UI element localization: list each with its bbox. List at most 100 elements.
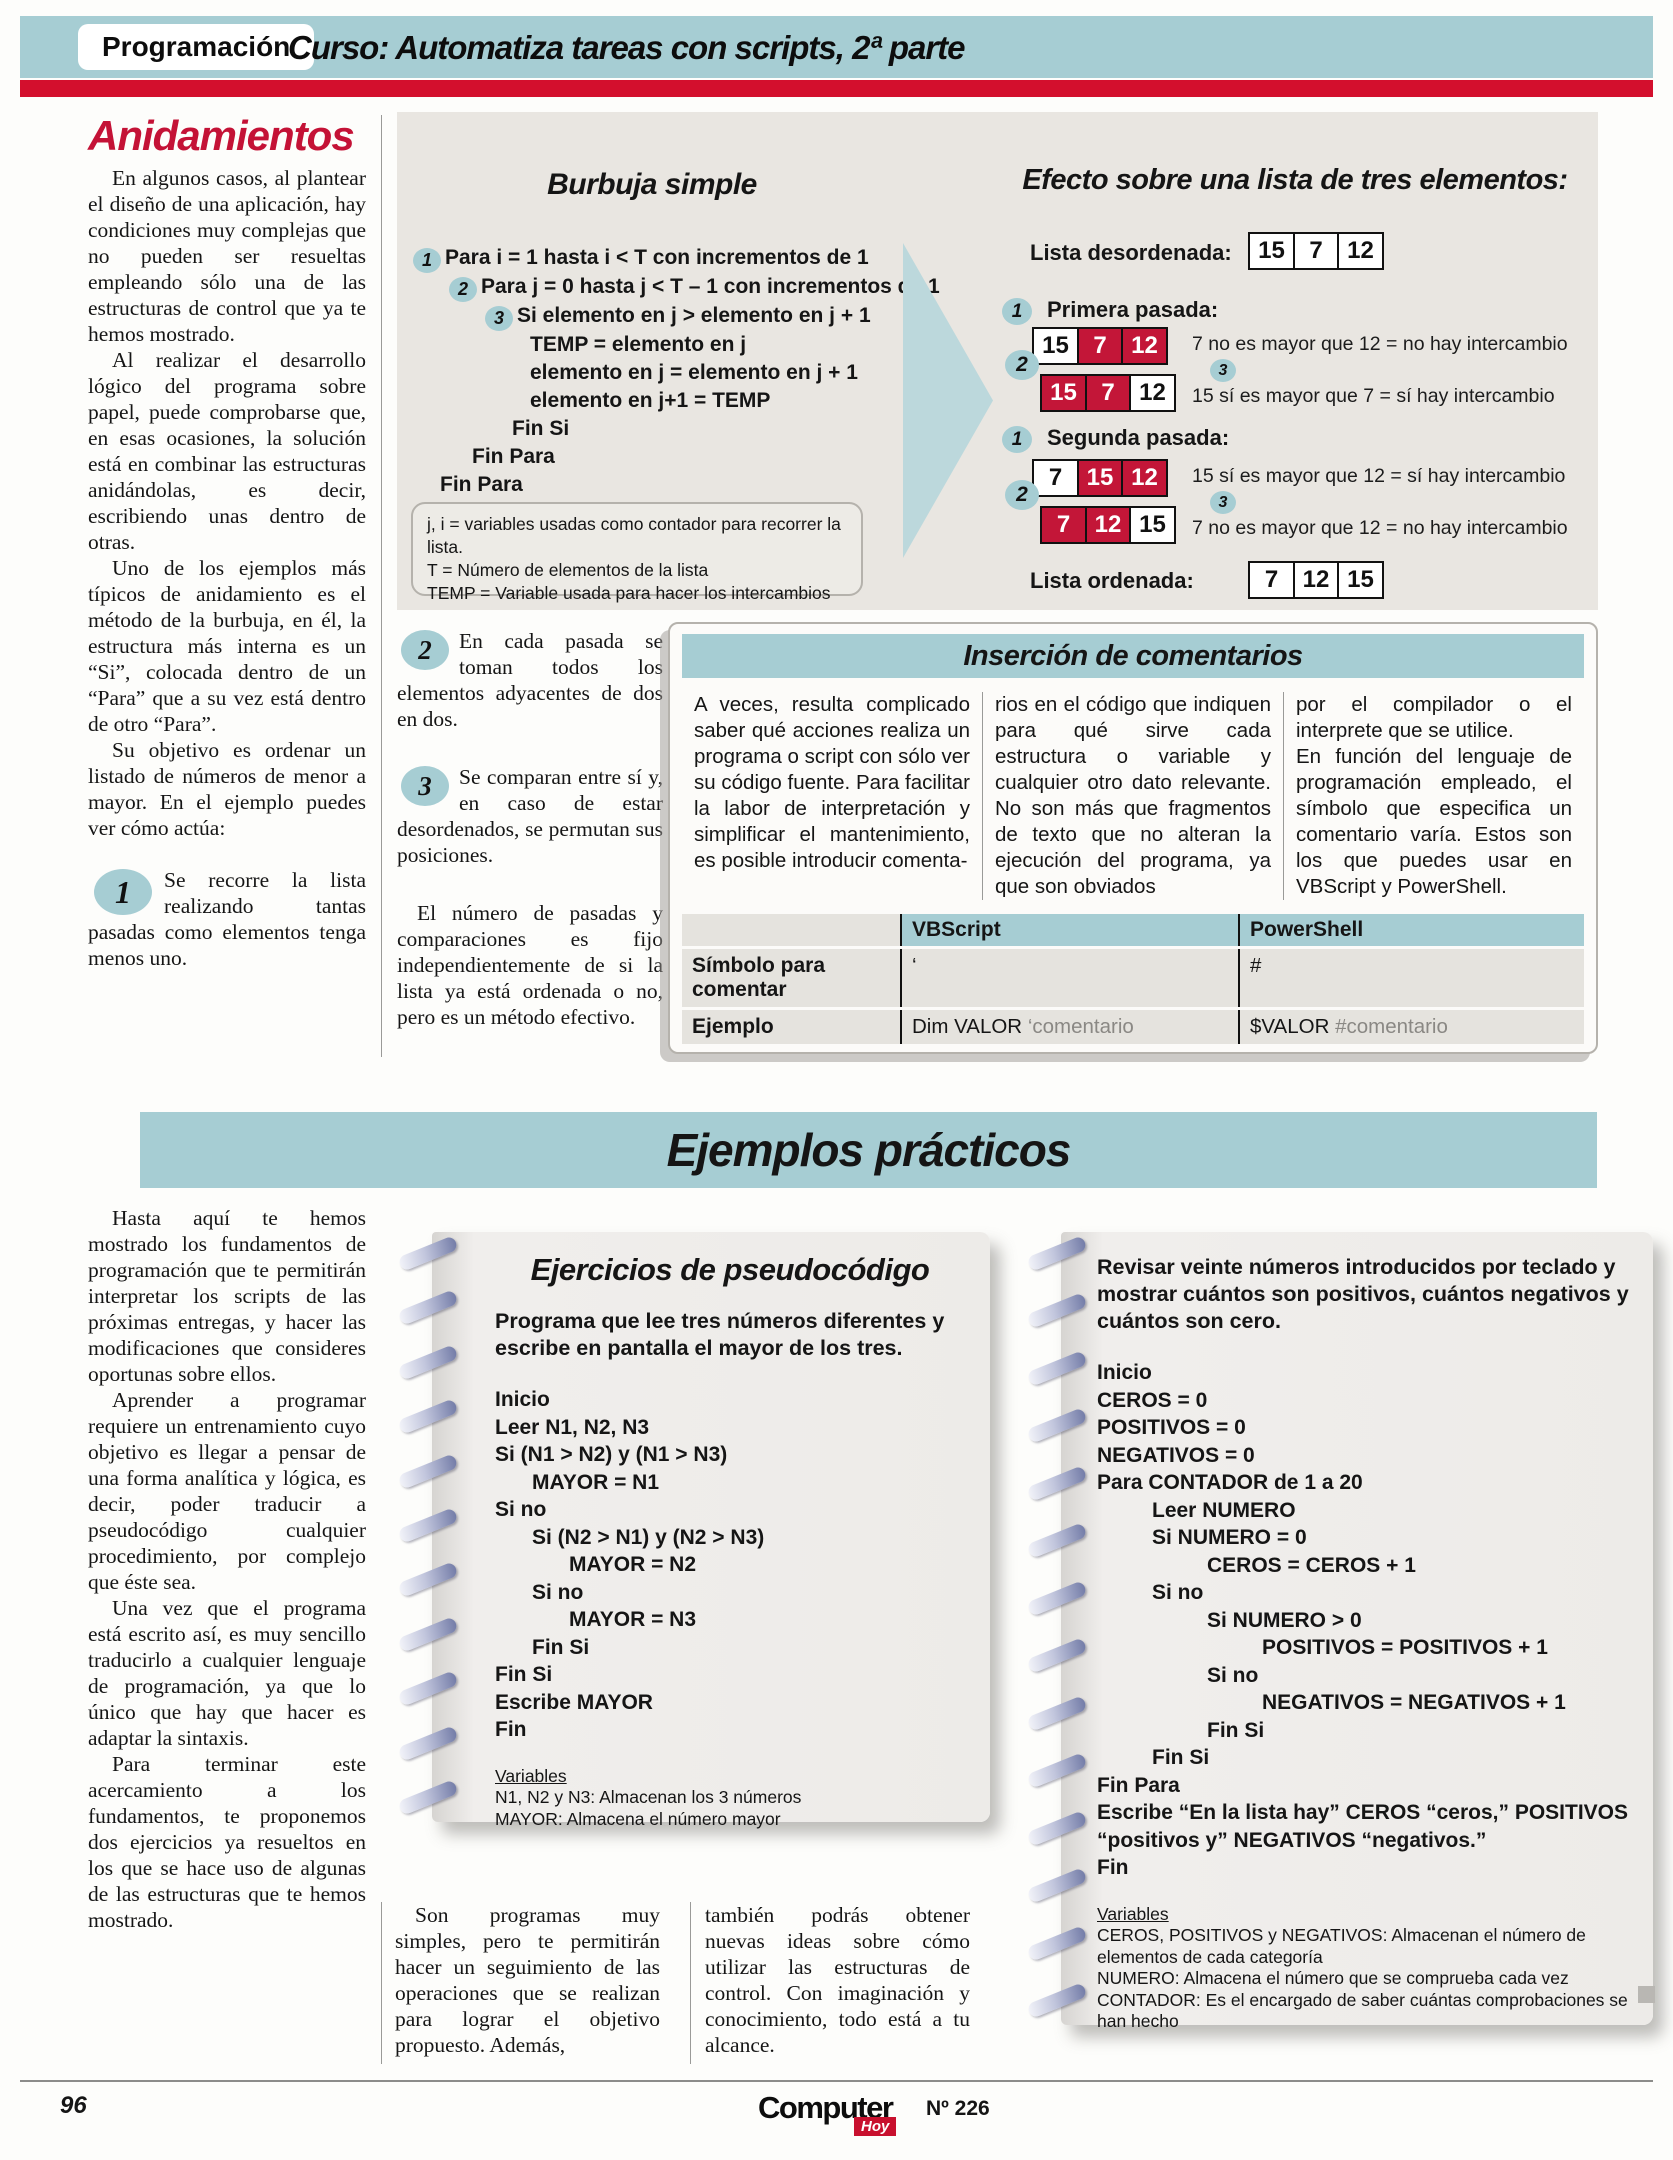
step-number-bubble: 3: [401, 766, 449, 806]
notebook-code-line: Si (N1 > N2) y (N1 > N3): [495, 1443, 728, 1466]
variable-description: CONTADOR: Es el encargado de saber cuánt…: [1097, 1989, 1628, 2032]
spiral-binding: [1019, 1235, 1099, 2019]
notebook-code-line: Leer NUMERO: [1152, 1498, 1296, 1522]
code-fragment: #: [1250, 954, 1262, 977]
page-number: 96: [60, 2092, 87, 2119]
list-cell: 12: [1121, 459, 1168, 497]
pseudocode-line: TEMP = elemento en j: [397, 331, 997, 359]
section-badge: Programación: [78, 24, 315, 70]
notebook-code-line: MAYOR = N2: [569, 1553, 697, 1576]
article-column-bottom: Hasta aquí te hemos mostrado los fundame…: [88, 1205, 366, 1933]
spiral-coil: [1026, 1752, 1088, 1789]
pseudocode-line: Fin Si: [397, 415, 997, 443]
list-cell: 12: [1121, 327, 1168, 365]
table-cell-powershell: $VALOR #comentario: [1238, 1010, 1584, 1044]
logo-hoy-badge: Hoy: [854, 2117, 897, 2136]
pseudocode-text: elemento en j = elemento en j + 1: [530, 361, 858, 384]
article-heading: Anidamientos: [88, 112, 355, 159]
pass-label: Segunda pasada:: [1047, 425, 1230, 450]
notebook-exercise-2: Revisar veinte números introducidos por …: [1015, 1232, 1653, 2031]
notebook-code-line: POSITIVOS = 0: [1097, 1416, 1246, 1439]
note-line: T = Número de elementos de la lista: [427, 560, 709, 580]
list-cell: 15: [1248, 232, 1295, 270]
notebook-code-line: NEGATIVOS = NEGATIVOS + 1: [1262, 1691, 1566, 1714]
list-cells: 7 12 15: [1040, 506, 1176, 544]
pseudocode-line: Fin Para: [397, 443, 997, 471]
step-number-bubble: 2: [1005, 350, 1039, 380]
list-cells: 15 7 12: [1248, 232, 1384, 270]
notebook-code-line: Fin: [495, 1718, 527, 1741]
notebook-intro: Programa que lee tres números diferentes…: [495, 1309, 945, 1360]
comparison-note: 7 no es mayor que 12 = no hay intercambi…: [1192, 517, 1568, 539]
spiral-coil: [1026, 1292, 1088, 1330]
table-header-powershell: PowerShell: [1238, 914, 1584, 946]
sorted-list-label: Lista ordenada:: [1030, 568, 1194, 593]
pseudocode-line: 3 Si elemento en j > elemento en j + 1: [397, 302, 997, 331]
spiral-coil: [1026, 1580, 1088, 1617]
notebook-code-line: Fin Si: [1152, 1746, 1210, 1769]
comments-column: rios en el código que indiquen para qué …: [982, 692, 1283, 900]
step-number-bubble: 3: [1210, 359, 1236, 382]
spiral-coil: [397, 1452, 459, 1490]
closing-column-2: también podrás obtener nuevas ideas sobr…: [705, 1902, 970, 2058]
notebook-exercise-1: Ejercicios de pseudocódigo Programa que …: [390, 1232, 990, 1829]
table-row: Símbolo para comentar ‘ #: [682, 949, 1584, 1007]
step-text: Se recorre la lista realizando tantas pa…: [88, 868, 366, 970]
spiral-coil: [1026, 1637, 1088, 1674]
code-fragment: Dim VALOR: [912, 1015, 1028, 1038]
comments-column: A veces, resulta complicado saber qué ac…: [682, 692, 982, 900]
spiral-coil: [1026, 1694, 1088, 1732]
spiral-coil: [397, 1344, 459, 1381]
table-corner-cell: [682, 914, 900, 946]
notebook-code-line: Leer N1, N2, N3: [495, 1415, 650, 1439]
list-cell: 12: [1337, 232, 1384, 270]
notebook-variables: Variables CEROS, POSITIVOS y NEGATIVOS: A…: [1097, 1904, 1632, 2033]
list-cell: 7: [1040, 506, 1087, 544]
code-fragment: ‘comentario: [1027, 1015, 1134, 1038]
pseudocode-block: 1 Para i = 1 hasta i < T con incrementos …: [397, 244, 997, 499]
note-line: j, i = variables usadas como contador pa…: [427, 514, 841, 557]
step-number-bubble: 2: [401, 630, 449, 670]
notebook-code-line: MAYOR = N3: [569, 1608, 697, 1631]
note-line: TEMP = Variable usada para hacer los int…: [427, 583, 831, 603]
list-cell: 12: [1292, 561, 1340, 599]
header-stripe: [20, 80, 1653, 97]
notebook-code-line: POSITIVOS = POSITIVOS + 1: [1262, 1636, 1548, 1659]
pseudocode-text: Si elemento en j > elemento en j + 1: [517, 304, 871, 327]
step-number-bubble: 2: [449, 277, 477, 302]
notebook-code-line: Si NUMERO = 0: [1152, 1526, 1307, 1549]
comments-paragraph: por el compilador o el interprete que se…: [1296, 693, 1572, 742]
step-number-bubble: 1: [413, 248, 441, 273]
notebook-code-line: Para CONTADOR de 1 a 20: [1097, 1471, 1363, 1494]
spiral-coil: [1026, 1867, 1088, 1904]
variable-description: MAYOR: Almacena el número mayor: [495, 1808, 781, 1829]
article-paragraph: Uno de los ejemplos más típicos de anida…: [88, 556, 366, 736]
list-cell: 7: [1292, 232, 1340, 270]
comments-paragraph: rios en el código que indiquen para qué …: [995, 693, 1271, 898]
list-cells: 15 7 12: [1032, 327, 1168, 365]
comments-paragraph: A veces, resulta complicado saber qué ac…: [694, 693, 970, 872]
notebook-code-line: CEROS = CEROS + 1: [1207, 1553, 1416, 1577]
bubble-sort-panel: Burbuja simple 1 Para i = 1 hasta i < T c…: [397, 112, 1598, 610]
notebook-variables: Variables N1, N2 y N3: Almacenan los 3 nú…: [495, 1766, 965, 1831]
notebook-paper: [1061, 1232, 1653, 2025]
steps-column: 2 En cada pasada se toman todos los eleme…: [397, 628, 663, 1030]
comments-box-title: Inserción de comentarios: [682, 634, 1584, 678]
pseudocode-text: Para j = 0 hasta j < T – 1 con increment…: [481, 275, 940, 298]
spiral-coil: [397, 1398, 459, 1435]
table-row-label: Símbolo para comentar: [682, 949, 900, 1007]
step-extra-paragraph: El número de pasadas y comparaciones es …: [397, 901, 663, 1029]
pseudocode-line: Fin Para: [397, 471, 997, 499]
step-number-bubble: 1: [94, 869, 152, 915]
magazine-logo: Computer Hoy Nº 226: [758, 2090, 998, 2140]
pseudocode-text: elemento en j+1 = TEMP: [530, 389, 771, 412]
notebook-code-line: Si NUMERO > 0: [1207, 1608, 1362, 1632]
list-cell: 15: [1337, 561, 1384, 599]
comments-column: por el compilador o el interprete que se…: [1283, 692, 1584, 900]
step-1: 1 Se recorre la lista realizando tantas …: [88, 867, 366, 971]
notebook-code-line: Escribe “En la lista hay” CEROS “ceros,”…: [1097, 1801, 1629, 1852]
list-cells: 7 15 12: [1032, 459, 1168, 497]
table-cell-vbscript: Dim VALOR ‘comentario: [900, 1010, 1238, 1044]
notebook-code: Inicio Leer N1, N2, N3 Si (N1 > N2) y (N1 …: [495, 1386, 965, 1744]
notebook-code-line: NEGATIVOS = 0: [1097, 1443, 1255, 1467]
